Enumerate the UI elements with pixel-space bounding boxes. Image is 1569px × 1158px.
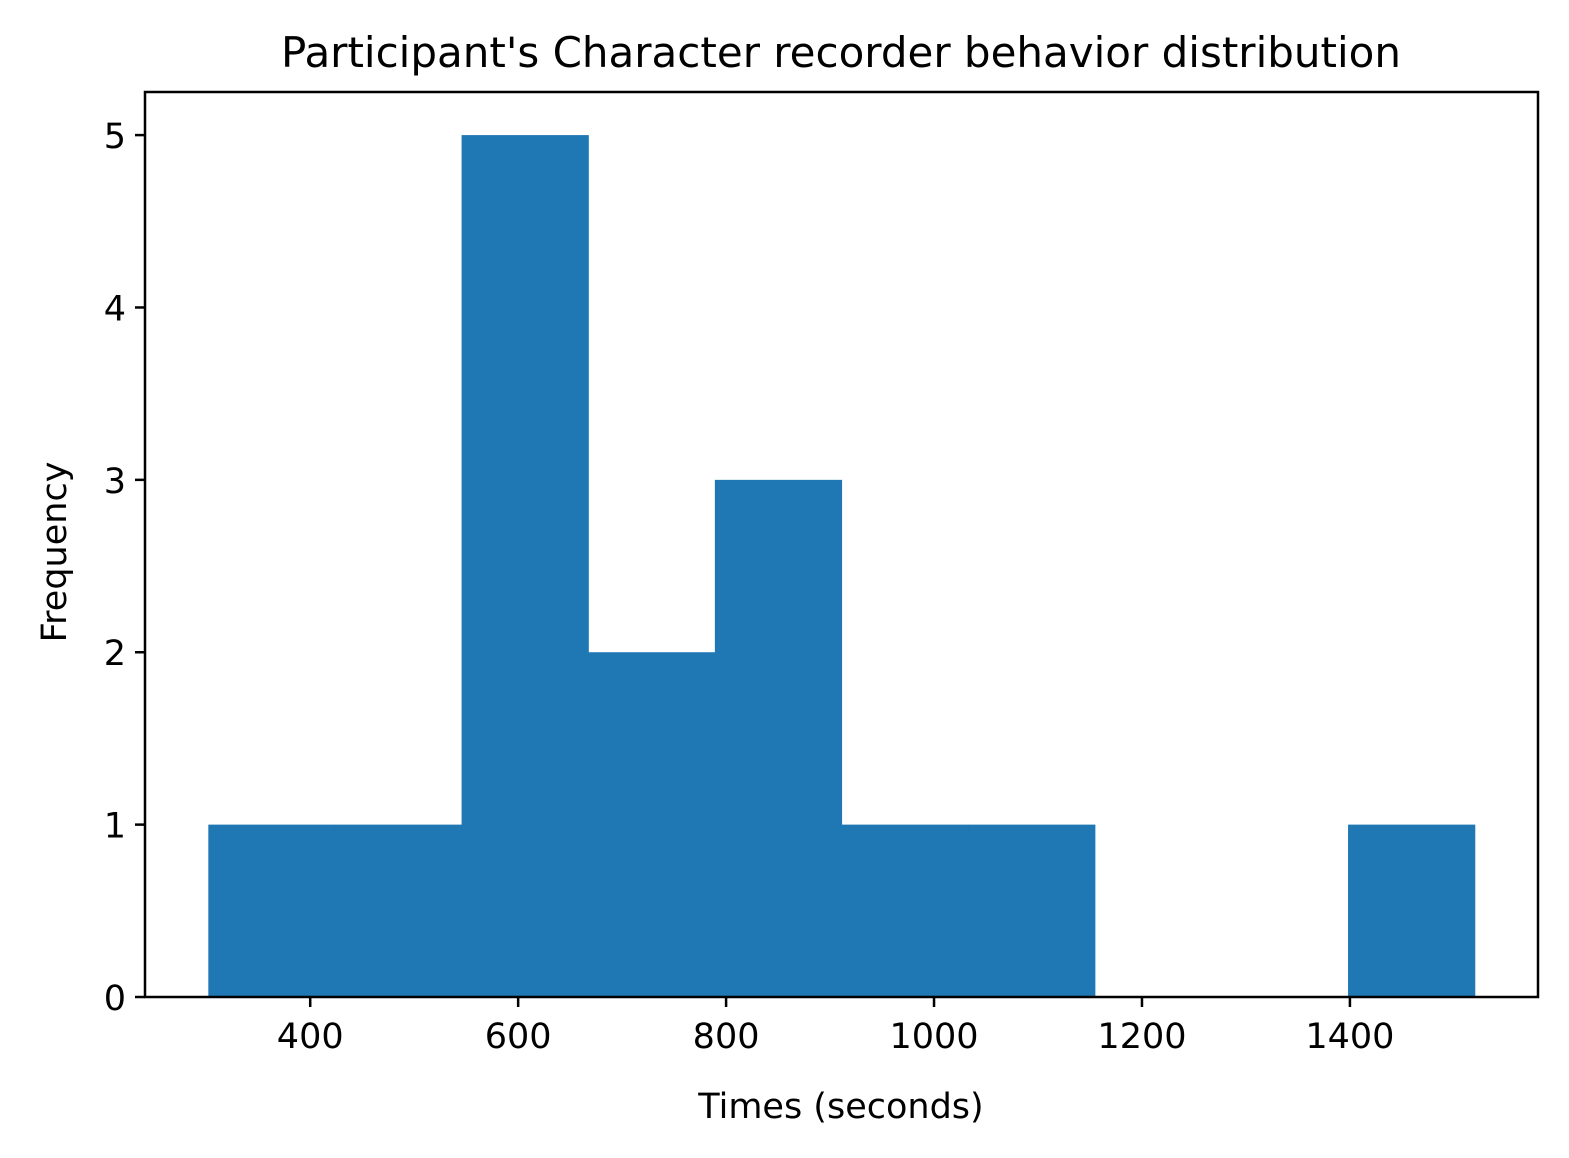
y-axis: 0 1 2 3 4 5: [104, 117, 145, 1019]
histogram-bar: [1348, 824, 1476, 997]
histogram-bar: [334, 824, 463, 997]
histogram-bar: [461, 135, 589, 998]
histogram-bar: [841, 824, 969, 997]
bars-layer: [208, 135, 1476, 998]
y-tick-label: 3: [104, 462, 126, 502]
x-tick-label: 1400: [1305, 1017, 1394, 1057]
histogram-bar: [714, 479, 843, 997]
axes-frame: [143, 90, 1540, 999]
histogram-bar: [968, 824, 1096, 997]
y-axis-label: Frequency: [35, 462, 75, 643]
x-axis: 400 600 800 1000 1200 1400: [277, 997, 1394, 1057]
y-tick-label: 2: [104, 634, 126, 674]
x-tick-label: 400: [277, 1017, 344, 1057]
y-tick-label: 1: [104, 807, 126, 847]
y-tick-label: 0: [104, 979, 126, 1019]
chart-title: Participant's Character recorder behavio…: [281, 28, 1401, 77]
x-axis-label: Times (seconds): [697, 1087, 983, 1127]
histogram-bar: [588, 652, 716, 997]
x-tick-label: 1200: [1097, 1017, 1186, 1057]
y-tick-label: 5: [104, 117, 126, 157]
y-tick-label: 4: [104, 289, 126, 329]
x-tick-label: 600: [485, 1017, 552, 1057]
histogram-bar: [208, 824, 336, 997]
x-tick-label: 1000: [889, 1017, 978, 1057]
x-tick-label: 800: [693, 1017, 760, 1057]
